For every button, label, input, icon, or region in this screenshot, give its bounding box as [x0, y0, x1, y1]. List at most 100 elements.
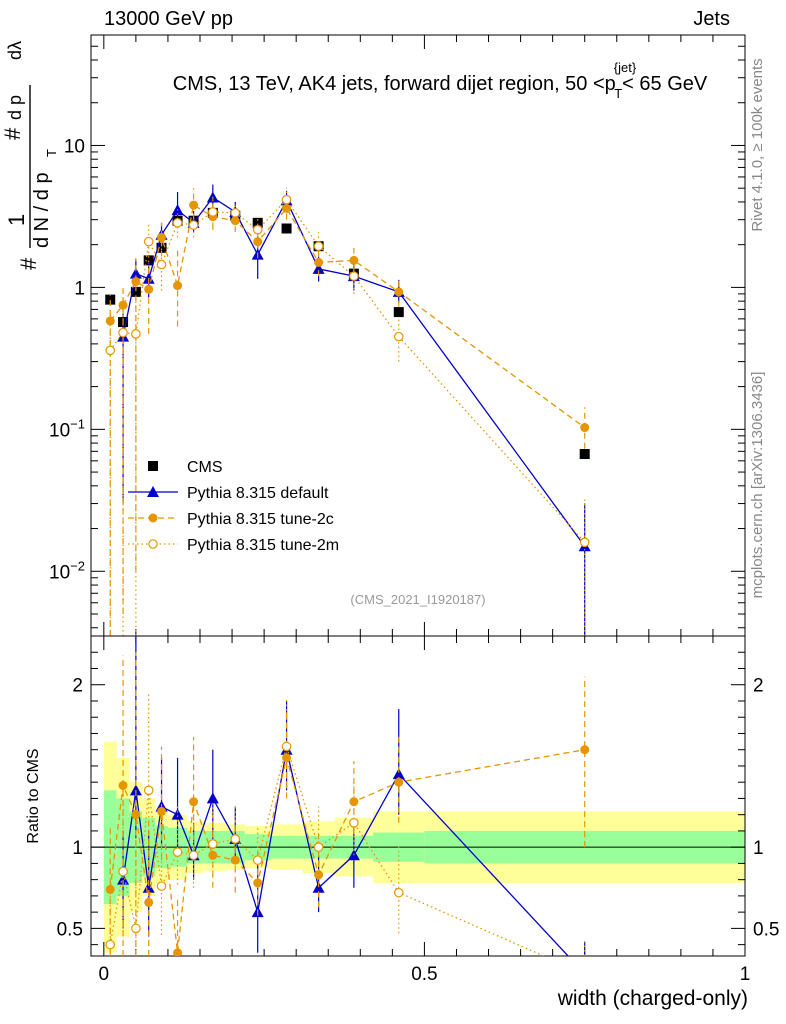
- legend-marker: [148, 539, 158, 549]
- ratio-data-point: [105, 939, 116, 950]
- data-point: [282, 203, 292, 213]
- data-point: [313, 241, 324, 252]
- ratio-series-1: [105, 652, 590, 956]
- main-axes: 10−2 10−1 1 10 CMS, 13 TeV, AK4 jets, forwar…: [0, 34, 746, 637]
- y-label-hash: #: [16, 257, 41, 270]
- data-point: [394, 287, 404, 297]
- ratio-series-line: [122, 749, 569, 956]
- legend-item: Pythia 8.315 tune-2c: [128, 511, 334, 528]
- data-point: [156, 259, 167, 270]
- ratio-data-point: [312, 881, 325, 893]
- data-point: [349, 271, 359, 281]
- legend-item: Pythia 8.315 tune-2m: [128, 537, 339, 554]
- series-line: [109, 198, 586, 543]
- ratio-data-point: [117, 873, 130, 885]
- cms-point: [579, 449, 590, 460]
- ratio-data-point: [349, 818, 359, 828]
- ratio-data-point: [349, 797, 359, 807]
- series-line: [122, 196, 586, 547]
- data-point: [129, 267, 142, 279]
- data-point: [143, 236, 154, 247]
- data-point: [188, 220, 199, 230]
- ratio-data-point: [173, 948, 183, 956]
- cms-point: [156, 242, 167, 253]
- legend-marker: [148, 513, 158, 523]
- legend-marker: [148, 461, 158, 471]
- legend-marker: [147, 486, 159, 497]
- cms-point: [393, 307, 404, 318]
- header-right: Jets: [693, 8, 730, 30]
- ratio-data-point: [105, 884, 115, 894]
- ratio-axes: 0 0.5 1 0.5 0.5 1 1 2 2 Ratio to CMS width (charge…: [25, 635, 779, 1010]
- data-point: [230, 216, 240, 226]
- ratio-data-point: [188, 850, 199, 861]
- series-0: [105, 207, 590, 460]
- ratio-data-point: [208, 839, 218, 849]
- legend-item: Pythia 8.315 default: [128, 485, 329, 502]
- legend-item: CMS: [148, 459, 223, 476]
- ratio-data-point: [157, 806, 167, 816]
- y-tick-label: 10−2: [49, 558, 85, 583]
- ratio-y-tick-label: 2: [72, 676, 83, 697]
- legend: CMS Pythia 8.315 default Pythia 8.315 tune…: [128, 459, 339, 554]
- cms-point: [143, 255, 154, 266]
- y-label-one: 1: [4, 214, 29, 226]
- ratio-data-point: [580, 745, 590, 755]
- data-point: [173, 281, 183, 291]
- watermark: (CMS_2021_I1920187): [350, 592, 485, 607]
- ratio-frame: [90, 635, 746, 957]
- ratio-data-point: [118, 866, 128, 877]
- mcplots-label: mcplots.cern.ch [arXiv:1306.3436]: [749, 372, 766, 599]
- ratio-data-point: [189, 797, 199, 807]
- cms-point: [252, 217, 263, 228]
- ratio-data-point: [118, 780, 128, 790]
- data-point: [230, 208, 241, 218]
- ratio-series-2: [105, 692, 589, 978]
- data-point: [172, 218, 183, 228]
- ratio-data-point: [131, 923, 141, 934]
- ratio-data-point: [393, 887, 404, 898]
- ratio-data-point: [131, 810, 141, 820]
- ratio-data-point: [144, 897, 154, 907]
- ratio-data-point: [156, 881, 167, 891]
- data-point: [314, 257, 324, 267]
- x-tick-label: 0.5: [411, 964, 437, 985]
- chart-title: CMS, 13 TeV, AK4 jets, forward dijet reg…: [173, 60, 708, 101]
- ratio-data-point: [252, 855, 263, 865]
- ratio-data-point: [208, 850, 218, 860]
- legend-label: Pythia 8.315 default: [187, 485, 329, 502]
- ratio-y-tick-label-right: 1: [753, 838, 764, 859]
- series-line: [109, 204, 586, 429]
- cms-point: [130, 286, 141, 297]
- data-point: [118, 327, 128, 338]
- y-label-dN: d N / d p: [31, 172, 53, 248]
- y-label-dl: dλ: [5, 41, 25, 60]
- ratio-data-point: [230, 834, 241, 844]
- ratio-data-point: [282, 753, 292, 763]
- data-point: [118, 300, 128, 310]
- ratio-data-point: [230, 855, 240, 865]
- ratio-data-point: [281, 741, 292, 752]
- data-point: [189, 200, 199, 210]
- cms-point: [281, 223, 292, 234]
- data-point: [579, 537, 590, 548]
- ratio-data-point: [143, 785, 154, 796]
- data-point: [105, 345, 116, 356]
- ratio-data-point: [172, 847, 183, 857]
- ratio-data-point: [392, 768, 405, 780]
- ratio-y-tick-label-right: 0.5: [753, 919, 779, 940]
- y-tick-label: 1: [74, 278, 85, 299]
- ratio-y-tick-label: 1: [72, 838, 83, 859]
- legend-label: CMS: [187, 459, 223, 476]
- y-label-d2N: d²N: [0, 91, 2, 120]
- series-2: [105, 188, 590, 636]
- ratio-data-point: [581, 970, 589, 978]
- legend-label: Pythia 8.315 tune-2c: [187, 511, 334, 528]
- x-tick-label: 0: [99, 964, 110, 985]
- x-axis-label: width (charged-only): [557, 987, 748, 1010]
- y-label-T: T: [44, 149, 59, 157]
- ratio-data-point: [142, 881, 155, 893]
- data-point: [312, 262, 325, 274]
- data-point: [252, 224, 263, 235]
